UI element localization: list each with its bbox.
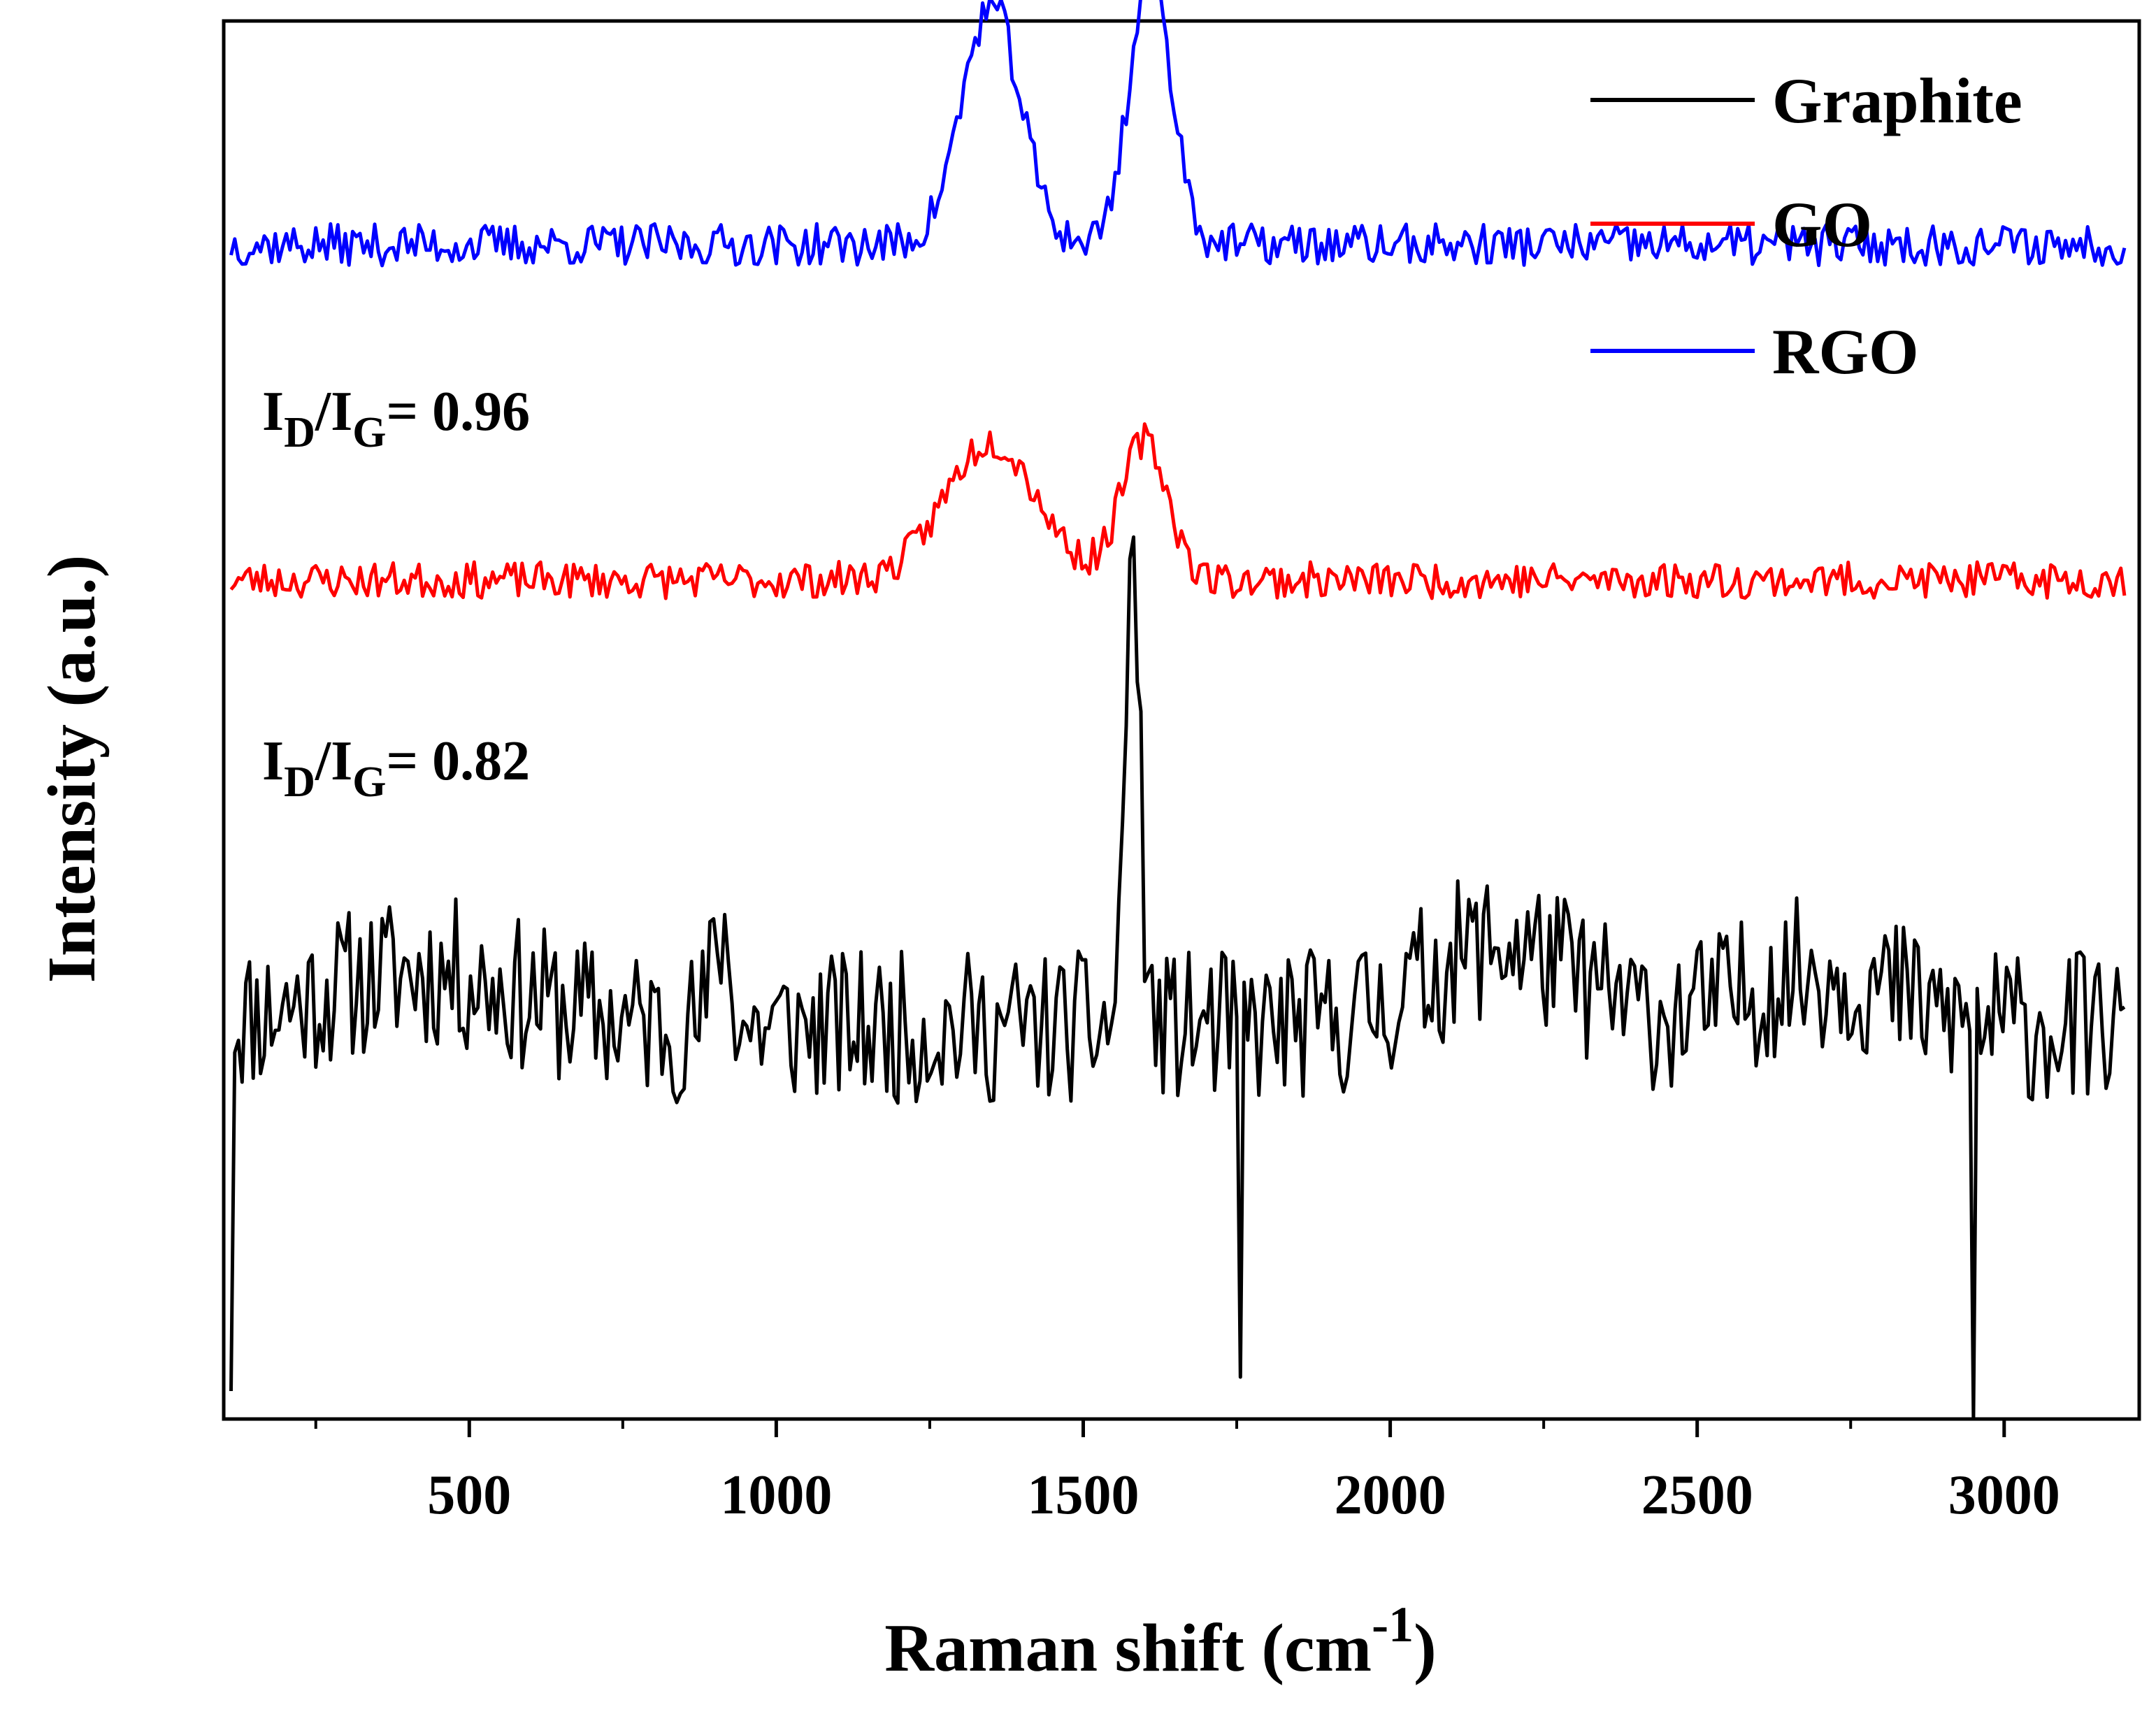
x-tick-label: 1000	[720, 1464, 832, 1526]
ratio-go-value: = 0.82	[387, 730, 531, 792]
ratio-go-i: I	[262, 730, 284, 792]
series-line-rgo	[229, 0, 2127, 268]
x-axis-ticks: 500 1000 1500 2000 2500 3000	[314, 1419, 2060, 1526]
ratio-rgo-value: = 0.96	[387, 381, 531, 442]
plot-area-frame	[222, 19, 2141, 1421]
ratio-rgo-slash: /I	[315, 381, 352, 442]
ratio-go-sub-d: D	[284, 758, 315, 806]
legend: Graphite GO RGO	[1590, 65, 2022, 387]
x-axis-title-superscript: -1	[1372, 1597, 1414, 1652]
series-line-graphite	[229, 535, 2126, 1421]
x-tick-label: 500	[427, 1464, 511, 1526]
x-axis-title-main: Raman shift (cm	[884, 1611, 1372, 1686]
ratio-annotation-rgo: ID/IG= 0.96	[262, 381, 530, 456]
legend-label-go: GO	[1772, 189, 1872, 260]
series-line-go	[229, 422, 2127, 600]
series-group	[229, 0, 2127, 1421]
legend-label-rgo: RGO	[1772, 316, 1919, 387]
y-axis-title: Intensity (a.u.)	[34, 555, 110, 984]
ratio-go-sub-g: G	[352, 758, 386, 806]
ratio-go-slash: /I	[315, 730, 352, 792]
ratio-annotation-go: ID/IG= 0.82	[262, 730, 530, 806]
ratio-rgo-sub-g: G	[352, 409, 386, 456]
legend-label-graphite: Graphite	[1772, 65, 2022, 136]
ratio-rgo-i: I	[262, 381, 284, 442]
x-tick-label: 1500	[1027, 1464, 1139, 1526]
ratio-rgo-sub-d: D	[284, 409, 315, 456]
x-tick-label: 2500	[1641, 1464, 1753, 1526]
x-tick-label: 2000	[1335, 1464, 1446, 1526]
x-axis-title-close: )	[1414, 1611, 1437, 1686]
x-tick-label: 3000	[1948, 1464, 2060, 1526]
x-axis-title: Raman shift (cm-1)	[884, 1597, 1436, 1686]
